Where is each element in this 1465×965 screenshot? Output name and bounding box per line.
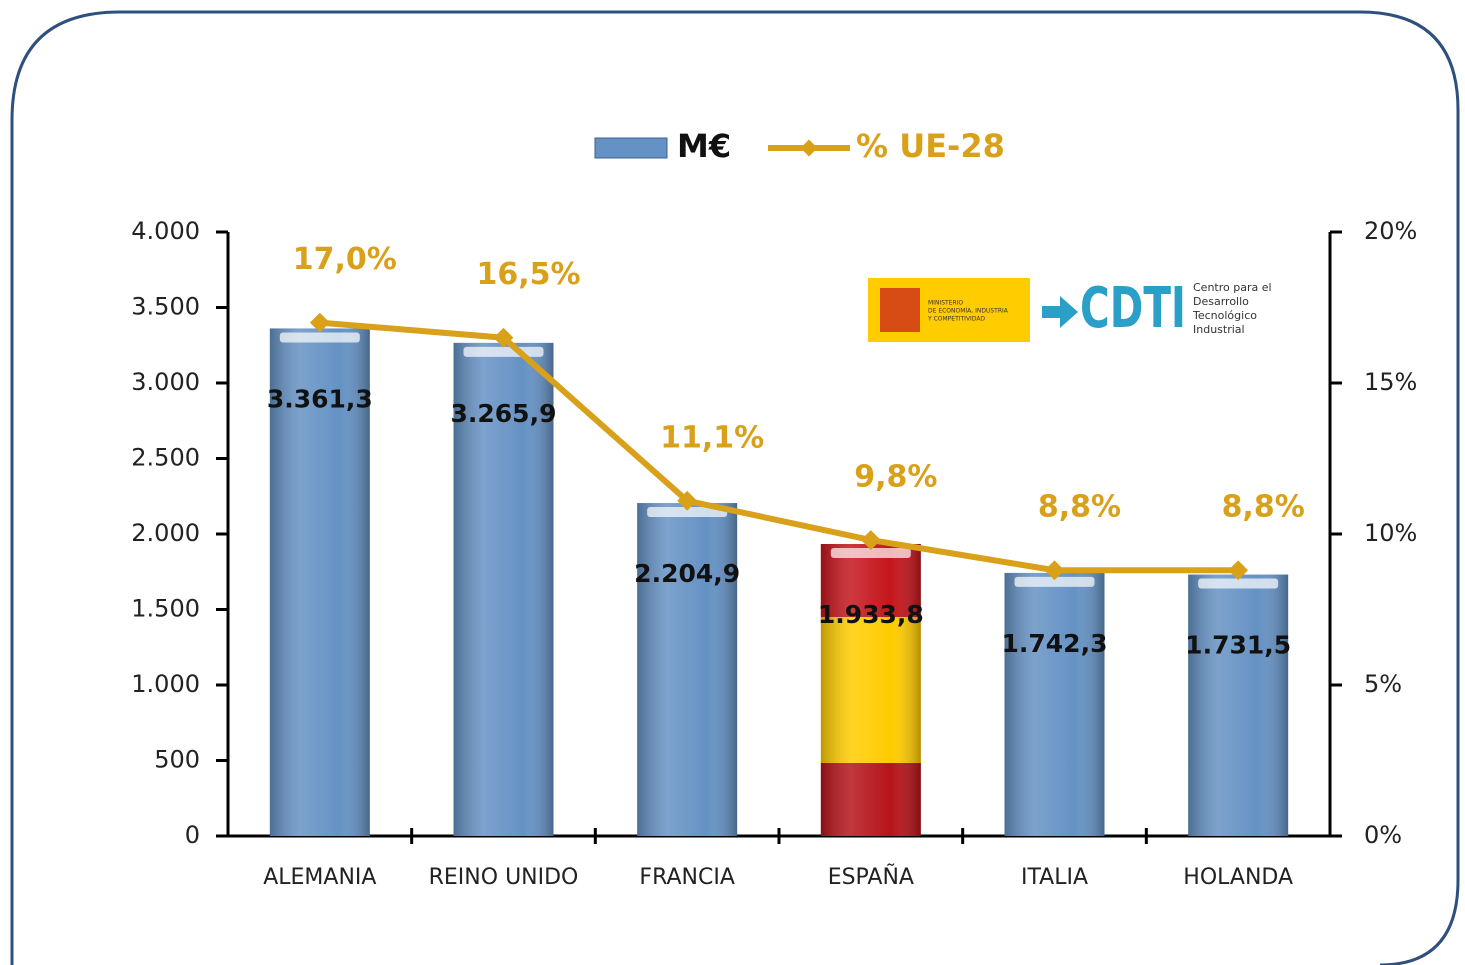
line-marker <box>860 530 881 550</box>
bar-shade <box>269 328 370 836</box>
legend-swatch <box>594 137 668 159</box>
bar-cap <box>463 346 544 357</box>
logo-brand: CDTI <box>1080 276 1186 341</box>
x-tick-label: ITALIA <box>1021 865 1088 890</box>
y-tick-label: 500 <box>154 746 200 774</box>
bar-cap <box>1198 578 1279 589</box>
y2-tick-label: 0% <box>1364 821 1402 849</box>
logo-text: Centro para el <box>1193 281 1272 294</box>
line-marker <box>677 490 698 511</box>
line-marker <box>1044 560 1065 581</box>
line-marker <box>1228 560 1249 581</box>
logo-text: MINISTERIO <box>928 300 963 307</box>
x-tick-label: HOLANDA <box>1183 865 1293 890</box>
bar-shade <box>1004 572 1105 836</box>
line-marker <box>309 312 330 333</box>
legend-label: M€ <box>677 127 731 165</box>
point-label: 11,1% <box>660 420 764 455</box>
y-tick-label: 2.000 <box>131 519 200 547</box>
y2-tick-label: 15% <box>1364 368 1417 396</box>
value-label: 3.361,3 <box>267 384 373 413</box>
bar-cap <box>647 507 728 518</box>
logo-text: Tecnológico <box>1192 309 1257 322</box>
point-label: 8,8% <box>1038 490 1121 525</box>
value-label: 3.265,9 <box>451 399 557 428</box>
x-tick-label: REINO UNIDO <box>429 865 579 890</box>
logo-arrow <box>1042 296 1078 328</box>
y-tick-label: 4.000 <box>131 217 200 245</box>
point-label: 8,8% <box>1222 490 1305 525</box>
y-tick-label: 0 <box>185 821 200 849</box>
logo-text: DE ECONOMÍA, INDUSTRIA <box>928 308 1009 315</box>
legend-marker <box>800 139 818 157</box>
y-tick-label: 3.500 <box>131 293 200 321</box>
bar-cap <box>279 332 360 343</box>
value-label: 1.731,5 <box>1185 631 1291 660</box>
y2-tick-label: 20% <box>1364 217 1417 245</box>
x-tick-label: FRANCIA <box>639 865 734 890</box>
y-tick-label: 2.500 <box>131 444 200 472</box>
value-label: 2.204,9 <box>634 559 740 588</box>
line-marker <box>493 327 514 348</box>
point-label: 9,8% <box>854 460 937 495</box>
bar-shade <box>1188 574 1289 836</box>
y-tick-label: 1.500 <box>131 595 200 623</box>
frame <box>10 10 1460 965</box>
logo-text: Desarrollo <box>1193 295 1249 308</box>
point-label: 17,0% <box>293 242 397 277</box>
y-tick-label: 1.000 <box>131 670 200 698</box>
y2-tick-label: 5% <box>1364 670 1402 698</box>
logo-text: Y COMPETITIVIDAD <box>927 316 985 323</box>
bar-shade <box>820 543 921 836</box>
legend-label: % UE-28 <box>856 127 1005 165</box>
value-label: 1.742,3 <box>1002 629 1108 658</box>
bar-shade <box>637 503 738 836</box>
y2-tick-label: 10% <box>1364 519 1417 547</box>
line <box>319 319 1239 574</box>
logo-crest <box>880 288 920 332</box>
logo-text: Industrial <box>1193 323 1245 336</box>
value-label: 1.933,8 <box>818 600 924 629</box>
bar-cap <box>830 547 911 558</box>
point-label: 16,5% <box>476 257 580 292</box>
y-tick-label: 3.000 <box>131 368 200 396</box>
x-tick-label: ALEMANIA <box>263 865 376 890</box>
x-tick-label: ESPAÑA <box>828 863 914 890</box>
bar-shade <box>453 342 554 836</box>
bar-cap <box>1014 576 1095 587</box>
logo: MINISTERIO DE ECONOMÍA, INDUSTRIA Y COMP… <box>868 276 1272 342</box>
